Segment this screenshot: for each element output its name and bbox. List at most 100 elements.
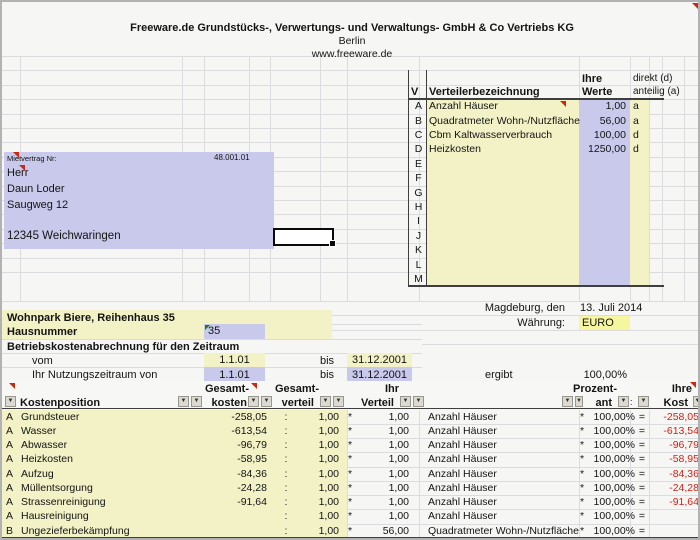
verteiler-row-value[interactable] (528, 157, 627, 171)
verteiler-row: C Cbm Kaltwasserverbrauch 100,00 d (408, 128, 668, 142)
verteiler-row-value[interactable] (528, 200, 627, 214)
cost-row-gesamtkosten[interactable] (167, 509, 267, 523)
cost-row-gesamtverteil[interactable]: 1,00 (318, 453, 339, 466)
filter-dropdown-button[interactable]: ▼ (248, 396, 259, 407)
verteiler-row-da[interactable]: d (633, 128, 639, 141)
filter-dropdown-button[interactable]: ▼ (618, 396, 629, 407)
filter-dropdown-button[interactable]: ▼ (575, 396, 583, 407)
cost-row-gesamtkosten[interactable]: -613,54 (231, 425, 267, 438)
verteiler-row-letter: H (414, 200, 423, 213)
cost-row-colon: : (284, 439, 288, 452)
cost-row-gesamtkosten[interactable]: -24,28 (237, 481, 267, 494)
comment-marker-header-2 (251, 382, 257, 389)
cost-row-gesamtverteil[interactable]: 1,00 (318, 510, 339, 523)
filter-dropdown-button[interactable]: ▼ (5, 396, 16, 407)
cost-row-gesamtverteil[interactable]: 1,00 (318, 410, 339, 423)
cost-row-prozent: 100,00% (593, 425, 635, 438)
cost-row-gesamtverteil[interactable]: 1,00 (318, 524, 339, 537)
filter-dropdown-button[interactable]: ▼ (333, 396, 344, 407)
verteiler-row: K (408, 243, 668, 257)
fill-handle[interactable] (328, 240, 336, 247)
result-value: 100,00% (583, 369, 627, 382)
cost-row-name[interactable]: Heizkosten (21, 453, 73, 466)
cost-row-name[interactable]: Ungezieferbekämpfung (21, 524, 130, 537)
cost-row-name[interactable]: Grundsteuer (21, 410, 80, 423)
cost-row-ihrverteil: 1,00 (388, 453, 409, 466)
cost-row-name[interactable]: Hausreinigung (21, 510, 89, 523)
cost-row-kosten: -91,64 (669, 496, 699, 509)
cost-row-star-2: * (579, 510, 585, 523)
verteiler-row-value[interactable] (528, 243, 627, 257)
period-from-cell[interactable]: 1.1.01 (204, 353, 265, 368)
cost-row-prozent: 100,00% (593, 496, 635, 509)
cost-row-letter: A (6, 481, 14, 494)
verteiler-row-name[interactable]: Cbm Kaltwasserverbrauch (429, 128, 553, 141)
cost-row-gesamtkosten[interactable]: -91,64 (237, 496, 267, 509)
company-website-link[interactable]: www.freeware.de (311, 48, 393, 60)
cost-row-name[interactable]: Abwasser (21, 439, 68, 452)
verteiler-row-da[interactable]: a (633, 114, 639, 127)
verteiler-row-name[interactable]: Heizkosten (429, 143, 481, 156)
period-to-cell[interactable]: 31.12.2001 (347, 353, 412, 368)
verteiler-header-da-1: direkt (d) (633, 72, 673, 84)
period-to-label: bis (320, 355, 335, 367)
usage-to-cell[interactable]: 31.12.2001 (347, 367, 412, 382)
filter-dropdown-button[interactable]: ▼ (191, 396, 202, 407)
filter-dropdown-button[interactable]: ▼ (320, 396, 331, 407)
verteiler-row-da[interactable]: d (633, 143, 639, 156)
usage-from-cell[interactable]: 1.1.01 (204, 367, 265, 382)
cost-row-gesamtkosten[interactable]: -84,36 (237, 467, 267, 480)
cost-row-kosten: -96,79 (669, 439, 699, 452)
comment-marker-header-3 (690, 381, 696, 388)
verteiler-row-value[interactable]: 1250,00 (588, 143, 626, 156)
cost-header-verteil-1: Gesamt- (274, 383, 319, 395)
filter-dropdown-button[interactable]: ▼ (178, 396, 189, 407)
filter-dropdown-button[interactable]: ▼ (400, 396, 411, 407)
cost-row-name[interactable]: Müllentsorgung (21, 481, 93, 494)
filter-dropdown-button[interactable]: ▼ (562, 396, 573, 407)
cost-row-gesamtkosten[interactable]: -96,79 (237, 439, 267, 452)
cost-row-ihrverteil: 1,00 (388, 496, 409, 509)
verteiler-row-value[interactable] (528, 171, 627, 185)
tenant-salutation: Herr (7, 167, 29, 179)
contract-number-label: Mietvertrag Nr: (7, 154, 57, 163)
verteiler-row-name[interactable]: Quadratmeter Wohn-/Nutzfläche (429, 114, 580, 127)
verteiler-header-werte-2: Werte (582, 86, 613, 98)
verteiler-row: G (408, 186, 668, 200)
verteiler-row-value[interactable]: 100,00 (593, 128, 626, 141)
verteiler-row-name[interactable]: Anzahl Häuser (429, 100, 498, 113)
verteiler-row-value[interactable]: 1,00 (605, 100, 626, 113)
cost-row-gesamtverteil[interactable]: 1,00 (318, 467, 339, 480)
verteiler-row-value[interactable] (528, 186, 627, 200)
cost-row-gesamtverteil[interactable]: 1,00 (318, 425, 339, 438)
verteiler-row-da[interactable]: a (633, 100, 639, 113)
cost-row-name[interactable]: Aufzug (21, 467, 54, 480)
filter-dropdown-button[interactable]: ▼ (261, 396, 272, 407)
filter-dropdown-button[interactable]: ▼ (413, 396, 424, 407)
cost-row-letter: A (6, 467, 14, 480)
verteiler-row-value[interactable]: 56,00 (599, 114, 626, 127)
cost-row-kosten: -24,28 (669, 481, 699, 494)
verteiler-row-value[interactable] (528, 258, 627, 272)
period-from-label: vom (32, 355, 53, 367)
filter-dropdown-button[interactable]: ▼ (693, 396, 698, 407)
cost-row-gesamtverteil[interactable]: 1,00 (318, 496, 339, 509)
cost-row-colon: : (284, 410, 288, 423)
cost-row-name[interactable]: Strassenreinigung (21, 496, 106, 509)
currency-cell[interactable]: EURO (579, 315, 630, 330)
active-cell-selection[interactable] (273, 228, 336, 247)
house-number-cell[interactable]: 35 (204, 324, 265, 339)
property-header-bg (2, 309, 332, 339)
verteiler-row: A Anzahl Häuser 1,00 a (408, 99, 668, 113)
cost-row-name[interactable]: Wasser (21, 425, 57, 438)
cost-row-gesamtkosten[interactable] (167, 524, 267, 538)
cost-row-gesamtverteil[interactable]: 1,00 (318, 439, 339, 452)
cost-row: A Strassenreinigung -91,64 : 1,00 * 1,00… (2, 495, 699, 509)
verteiler-row-value[interactable] (528, 229, 627, 243)
company-name: Freeware.de Grundstücks-, Verwertungs- u… (130, 22, 574, 34)
cost-row-gesamtverteil[interactable]: 1,00 (318, 481, 339, 494)
cost-row-gesamtkosten[interactable]: -258,05 (231, 410, 267, 423)
filter-dropdown-button[interactable]: ▼ (638, 396, 649, 407)
cost-row-gesamtkosten[interactable]: -58,95 (237, 453, 267, 466)
verteiler-row-value[interactable] (528, 214, 627, 228)
